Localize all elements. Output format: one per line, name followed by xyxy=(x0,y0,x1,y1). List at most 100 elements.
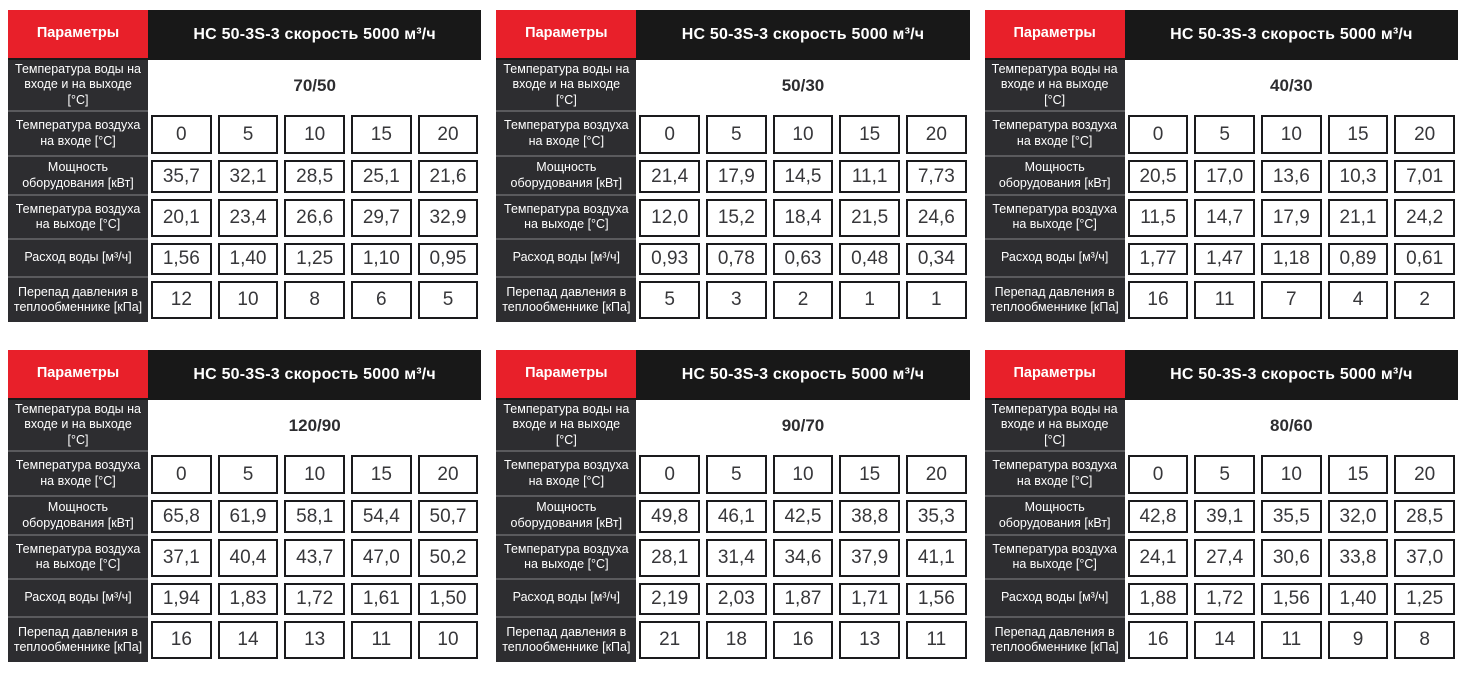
air-in-value: 10 xyxy=(1260,455,1322,494)
air-out-value: 31,4 xyxy=(705,539,767,577)
pressure-drop-value: 12 xyxy=(151,281,212,319)
air-in-value: 20 xyxy=(1394,455,1455,494)
water-temp-value: 70/50 xyxy=(148,60,482,112)
spec-table: Параметры НС 50-3S-3 скорость 5000 м³/ч … xyxy=(984,10,1458,322)
water-flow-value: 1,83 xyxy=(217,583,279,615)
water-flow-value: 1,61 xyxy=(350,583,412,615)
air-in-value: 5 xyxy=(217,115,279,154)
air-out-value: 28,1 xyxy=(639,539,700,577)
row-label-air-out: Температура воздуха на выходе [°C] xyxy=(496,536,637,580)
model-title-cell: НС 50-3S-3 скорость 5000 м³/ч xyxy=(148,350,482,400)
pressure-drop-value: 16 xyxy=(772,621,834,659)
water-flow-value: 1,56 xyxy=(905,583,967,615)
model-title-cell: НС 50-3S-3 скорость 5000 м³/ч xyxy=(1124,10,1458,60)
air-in-value: 15 xyxy=(839,115,900,154)
water-temp-value: 50/30 xyxy=(636,60,970,112)
air-in-value: 0 xyxy=(151,115,212,154)
row-label-air-in: Температура воздуха на входе [°C] xyxy=(8,452,148,497)
model-title-cell: НС 50-3S-3 скорость 5000 м³/ч xyxy=(1124,350,1458,400)
power-value: 42,8 xyxy=(1127,500,1189,533)
water-flow-value: 1,94 xyxy=(151,583,212,615)
air-out-value: 37,9 xyxy=(839,539,900,577)
air-out-value: 32,9 xyxy=(417,199,479,237)
power-value: 50,7 xyxy=(417,500,479,533)
row-label-air-out: Температура воздуха на выходе [°C] xyxy=(496,196,637,240)
air-out-value: 23,4 xyxy=(217,199,279,237)
row-label-air-out: Температура воздуха на выходе [°C] xyxy=(984,196,1125,240)
air-in-value: 15 xyxy=(350,115,412,154)
air-out-value: 33,8 xyxy=(1327,539,1389,577)
spec-table: Параметры НС 50-3S-3 скорость 5000 м³/ч … xyxy=(8,10,482,322)
air-in-value: 15 xyxy=(1327,455,1389,494)
power-value: 21,4 xyxy=(639,160,700,193)
row-label-power: Мощность оборудования [кВт] xyxy=(496,497,637,536)
air-out-value: 37,1 xyxy=(151,539,212,577)
row-label-air-out: Температура воздуха на выходе [°C] xyxy=(8,536,148,580)
air-in-value: 10 xyxy=(284,455,345,494)
pressure-drop-value: 1 xyxy=(905,281,967,319)
row-label-power: Мощность оборудования [кВт] xyxy=(496,157,637,196)
water-flow-value: 1,72 xyxy=(284,583,345,615)
power-value: 39,1 xyxy=(1194,500,1255,533)
row-label-water-temp: Температура воды на входе и на выходе [°… xyxy=(984,60,1125,112)
power-value: 7,01 xyxy=(1394,160,1455,193)
model-title-cell: НС 50-3S-3 скорость 5000 м³/ч xyxy=(636,10,970,60)
pressure-drop-value: 11 xyxy=(1194,281,1255,319)
row-label-pressure-drop: Перепад давления в теплообменнике [кПа] xyxy=(984,618,1125,662)
pressure-drop-value: 8 xyxy=(284,281,345,319)
row-label-power: Мощность оборудования [кВт] xyxy=(8,157,148,196)
row-label-water-flow: Расход воды [м³/ч] xyxy=(8,240,148,278)
pressure-drop-value: 3 xyxy=(705,281,767,319)
pressure-drop-value: 2 xyxy=(1394,281,1455,319)
air-out-value: 37,0 xyxy=(1394,539,1455,577)
air-in-value: 5 xyxy=(1194,115,1255,154)
row-label-air-in: Температура воздуха на входе [°C] xyxy=(496,112,637,157)
spec-table: Параметры НС 50-3S-3 скорость 5000 м³/ч … xyxy=(496,350,970,662)
water-flow-value: 1,72 xyxy=(1194,583,1255,615)
power-value: 46,1 xyxy=(705,500,767,533)
air-in-value: 5 xyxy=(705,115,767,154)
air-out-value: 26,6 xyxy=(284,199,345,237)
row-label-power: Мощность оборудования [кВт] xyxy=(8,497,148,536)
air-out-value: 12,0 xyxy=(639,199,700,237)
row-label-pressure-drop: Перепад давления в теплообменнике [кПа] xyxy=(496,618,637,662)
water-flow-value: 0,48 xyxy=(839,243,900,275)
water-flow-value: 1,25 xyxy=(1394,583,1455,615)
row-label-water-flow: Расход воды [м³/ч] xyxy=(984,580,1125,618)
water-flow-value: 1,40 xyxy=(217,243,279,275)
pressure-drop-value: 13 xyxy=(839,621,900,659)
water-flow-value: 1,25 xyxy=(284,243,345,275)
air-in-value: 5 xyxy=(705,455,767,494)
water-temp-value: 80/60 xyxy=(1124,400,1458,452)
air-out-value: 29,7 xyxy=(350,199,412,237)
air-in-value: 20 xyxy=(1394,115,1455,154)
air-in-value: 0 xyxy=(639,455,700,494)
power-value: 21,6 xyxy=(417,160,479,193)
water-flow-value: 1,87 xyxy=(772,583,834,615)
water-flow-value: 1,88 xyxy=(1127,583,1189,615)
params-header-cell: Параметры xyxy=(8,10,148,60)
power-value: 17,0 xyxy=(1194,160,1255,193)
pressure-drop-value: 9 xyxy=(1327,621,1389,659)
air-in-value: 10 xyxy=(772,455,834,494)
row-label-water-flow: Расход воды [м³/ч] xyxy=(496,580,637,618)
row-label-water-temp: Температура воды на входе и на выходе [°… xyxy=(496,400,637,452)
air-in-value: 10 xyxy=(772,115,834,154)
water-flow-value: 0,61 xyxy=(1394,243,1455,275)
params-header-cell: Параметры xyxy=(496,350,637,400)
power-value: 11,1 xyxy=(839,160,900,193)
power-value: 13,6 xyxy=(1260,160,1322,193)
pressure-drop-value: 18 xyxy=(705,621,767,659)
model-title-cell: НС 50-3S-3 скорость 5000 м³/ч xyxy=(148,10,482,60)
power-value: 20,5 xyxy=(1127,160,1189,193)
power-value: 32,0 xyxy=(1327,500,1389,533)
power-value: 28,5 xyxy=(284,160,345,193)
power-value: 35,3 xyxy=(905,500,967,533)
pressure-drop-value: 4 xyxy=(1327,281,1389,319)
air-in-value: 0 xyxy=(1127,115,1189,154)
power-value: 35,5 xyxy=(1260,500,1322,533)
air-out-value: 17,9 xyxy=(1260,199,1322,237)
pressure-drop-value: 11 xyxy=(1260,621,1322,659)
water-flow-value: 1,18 xyxy=(1260,243,1322,275)
row-label-air-out: Температура воздуха на выходе [°C] xyxy=(984,536,1125,580)
